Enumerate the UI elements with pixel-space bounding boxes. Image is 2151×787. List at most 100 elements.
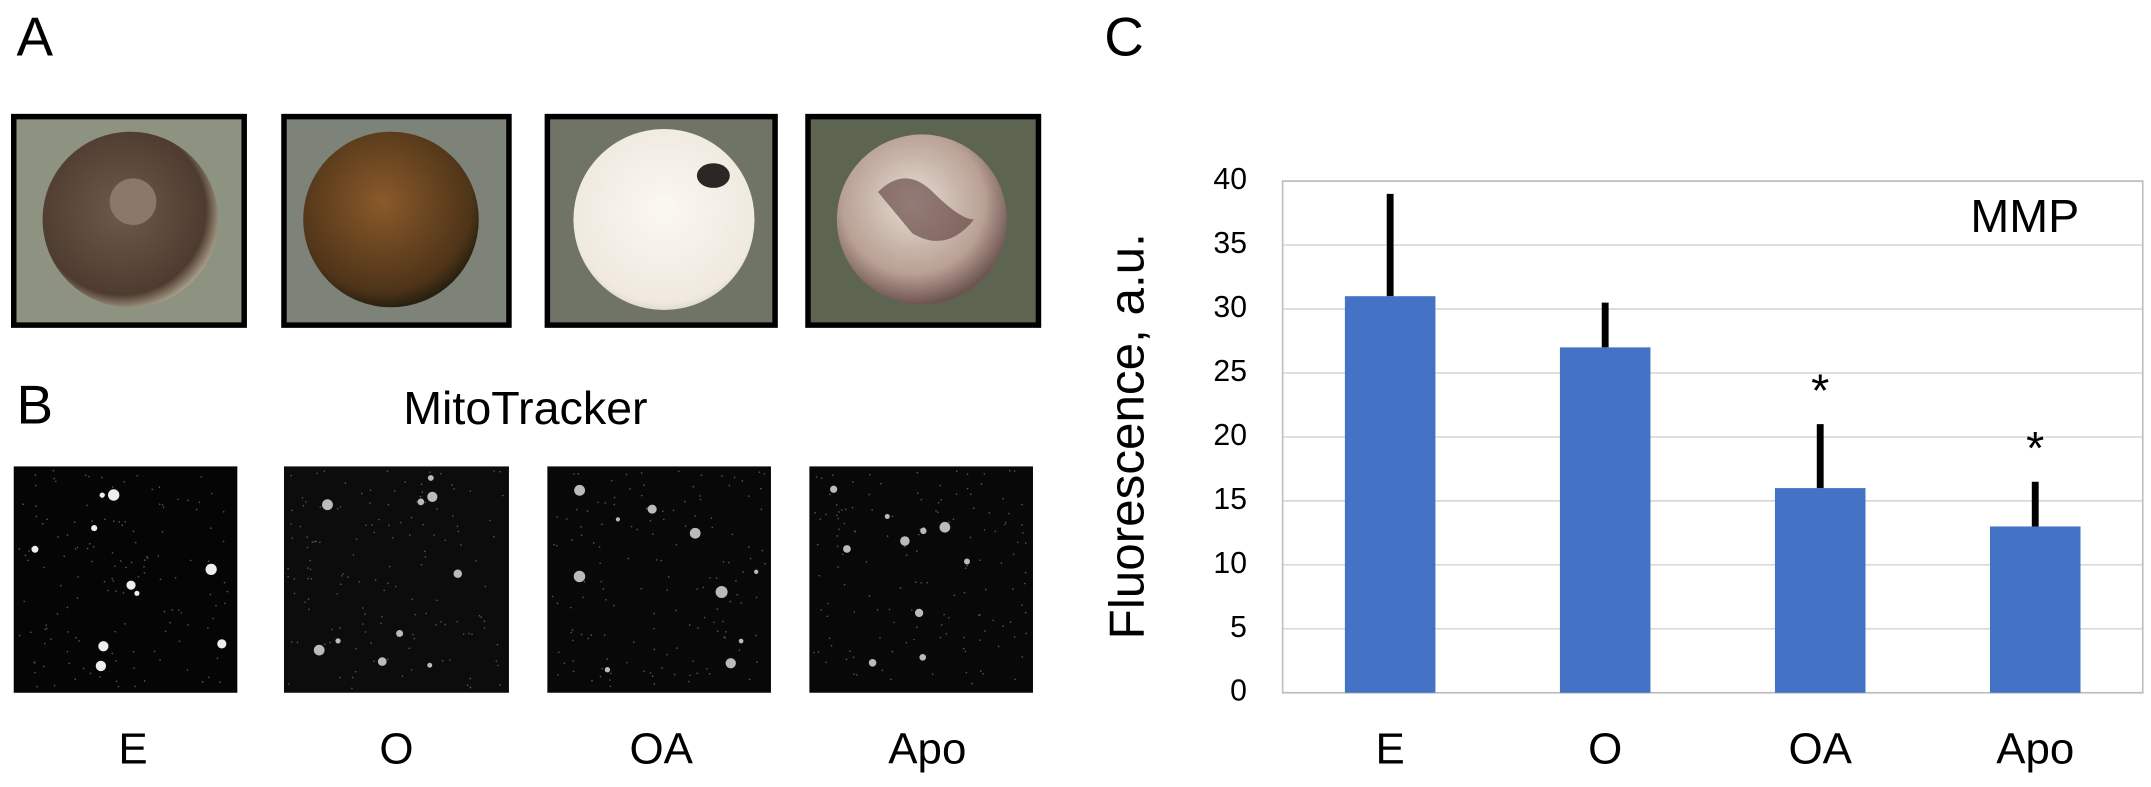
speckle [57,536,59,538]
speckle [666,653,668,656]
speckle [354,647,357,650]
speckle [499,684,501,686]
speckle [159,659,161,662]
x-tick-label: E [1376,724,1405,773]
speckle [735,579,737,582]
speckle [609,672,612,675]
speckle [592,542,595,544]
speckle [640,494,643,497]
speckle [983,473,986,475]
panel-a-photos [10,113,1042,328]
speckle [308,608,310,611]
mito-spot [427,475,434,481]
speckle [1024,611,1027,614]
speckle [935,510,937,512]
speckle [748,678,751,681]
speckle [373,531,376,534]
speckle [158,486,161,489]
speckle [103,580,106,583]
speckle [341,575,343,577]
speckle [219,681,221,683]
egg-spot [109,178,157,225]
speckle [370,642,373,644]
speckle [837,566,839,568]
speckle [1025,632,1028,635]
speckle [180,612,183,614]
speckle [88,542,91,545]
speckle [480,616,482,618]
bar [1559,347,1651,693]
speckle [134,685,137,688]
speckle [939,484,942,487]
speckle [42,665,45,668]
speckle [386,470,389,473]
speckle [466,684,469,687]
y-tick-label: 0 [1230,675,1247,708]
speckle [410,668,413,671]
y-tick-label: 20 [1213,419,1247,452]
speckle [722,620,724,623]
speckle [851,506,854,509]
speckle [91,520,93,522]
speckle [436,508,438,510]
panel-b-label: E [118,724,147,773]
mito-spot [715,585,728,598]
speckle [287,575,289,578]
speckle [865,560,868,563]
egg-spot [696,163,730,188]
speckle [1024,571,1027,574]
speckle [709,577,711,579]
speckle [158,503,161,505]
speckle [399,521,402,524]
speckle [838,528,840,531]
speckle [425,612,427,615]
speckle [45,624,48,626]
speckle [18,548,21,550]
speckle [483,626,486,629]
speckle [222,510,225,513]
speckle [817,651,820,653]
speckle [212,617,214,620]
speckle [1003,523,1006,526]
speckle [330,628,333,631]
speckle [315,540,318,543]
speckle [699,498,702,501]
speckle [207,560,210,563]
speckle [881,669,884,672]
speckle [101,476,103,479]
speckle [339,676,342,679]
speckle [831,474,834,476]
mito-spot [134,590,140,596]
mito-spot [754,569,759,574]
speckle [962,647,965,650]
speckle [67,631,69,633]
significance-mark: * [1811,364,1829,416]
speckle [362,623,364,625]
speckle [836,545,839,548]
speckle [352,676,354,679]
speckle [290,523,292,525]
speckle [937,502,940,504]
speckle [828,637,831,640]
speckle [143,559,146,561]
speckle [843,583,846,586]
speckle [916,492,919,495]
egg-pattern [877,178,974,241]
speckle [755,634,757,637]
speckle [420,563,423,566]
speckle [699,495,702,497]
mito-spot [417,498,425,506]
speckle [440,620,442,623]
speckle [316,472,318,475]
speckle [653,683,656,685]
speckle [121,524,124,527]
speckle [34,474,37,476]
speckle [342,573,344,575]
speckle [419,495,422,498]
speckle [78,640,80,642]
speckle [484,585,487,588]
speckle [132,530,135,533]
speckle [630,525,633,528]
speckle [441,659,444,662]
speckle [572,660,575,662]
